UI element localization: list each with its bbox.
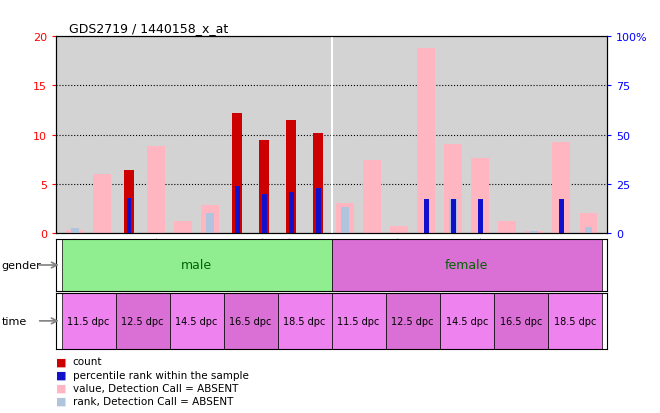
Bar	[332, 293, 385, 349]
Bar	[498, 221, 516, 233]
Text: female: female	[445, 259, 488, 272]
Bar	[93, 174, 111, 233]
Text: rank, Detection Call = ABSENT: rank, Detection Call = ABSENT	[73, 396, 233, 406]
Bar	[552, 143, 570, 233]
Text: 14.5 dpc: 14.5 dpc	[176, 316, 218, 326]
Text: count: count	[73, 356, 102, 366]
Bar	[235, 186, 240, 233]
Text: ■: ■	[56, 370, 67, 380]
Bar	[288, 192, 294, 233]
Bar	[224, 293, 278, 349]
Bar	[440, 293, 494, 349]
Text: ■: ■	[56, 356, 67, 366]
Bar	[313, 133, 323, 233]
Text: ■: ■	[56, 396, 67, 406]
Bar	[174, 221, 192, 233]
Text: 12.5 dpc: 12.5 dpc	[121, 316, 164, 326]
Bar	[261, 194, 267, 233]
Bar	[61, 293, 116, 349]
Bar	[259, 141, 269, 233]
Text: gender: gender	[1, 260, 41, 271]
Bar	[278, 293, 332, 349]
Bar	[124, 171, 134, 233]
Bar	[170, 293, 224, 349]
Text: 18.5 dpc: 18.5 dpc	[554, 316, 596, 326]
Bar	[201, 206, 219, 233]
Bar	[286, 121, 296, 233]
Text: male: male	[181, 259, 212, 272]
Bar	[147, 147, 165, 233]
Bar	[125, 192, 133, 233]
Text: percentile rank within the sample: percentile rank within the sample	[73, 370, 248, 380]
Text: 11.5 dpc: 11.5 dpc	[67, 316, 110, 326]
Bar	[315, 188, 321, 233]
Bar	[494, 293, 548, 349]
Bar	[127, 198, 131, 233]
Text: ■: ■	[56, 383, 67, 393]
Text: value, Detection Call = ABSENT: value, Detection Call = ABSENT	[73, 383, 238, 393]
Bar	[207, 214, 214, 233]
Text: 16.5 dpc: 16.5 dpc	[230, 316, 272, 326]
Bar	[385, 293, 440, 349]
Bar	[531, 231, 538, 233]
Text: 11.5 dpc: 11.5 dpc	[337, 316, 380, 326]
Bar	[471, 159, 489, 233]
Bar	[391, 226, 408, 233]
Bar	[341, 208, 349, 233]
Text: 12.5 dpc: 12.5 dpc	[391, 316, 434, 326]
Bar	[71, 228, 79, 233]
Text: GDS2719 / 1440158_x_at: GDS2719 / 1440158_x_at	[69, 22, 228, 35]
Bar	[478, 200, 482, 233]
Bar	[525, 231, 543, 233]
Bar	[115, 293, 170, 349]
Text: 18.5 dpc: 18.5 dpc	[283, 316, 326, 326]
Bar	[585, 228, 592, 233]
Bar	[417, 49, 435, 233]
Bar	[337, 204, 354, 233]
Bar	[232, 114, 242, 233]
Bar	[444, 145, 462, 233]
Bar	[449, 200, 457, 233]
Bar	[61, 240, 332, 291]
Bar	[451, 200, 455, 233]
Bar	[66, 230, 84, 233]
Bar	[579, 214, 597, 233]
Text: time: time	[1, 316, 26, 326]
Text: 16.5 dpc: 16.5 dpc	[500, 316, 542, 326]
Bar	[364, 161, 381, 233]
Bar	[548, 293, 602, 349]
Bar	[559, 200, 564, 233]
Text: 14.5 dpc: 14.5 dpc	[446, 316, 488, 326]
Bar	[332, 240, 602, 291]
Bar	[424, 200, 428, 233]
